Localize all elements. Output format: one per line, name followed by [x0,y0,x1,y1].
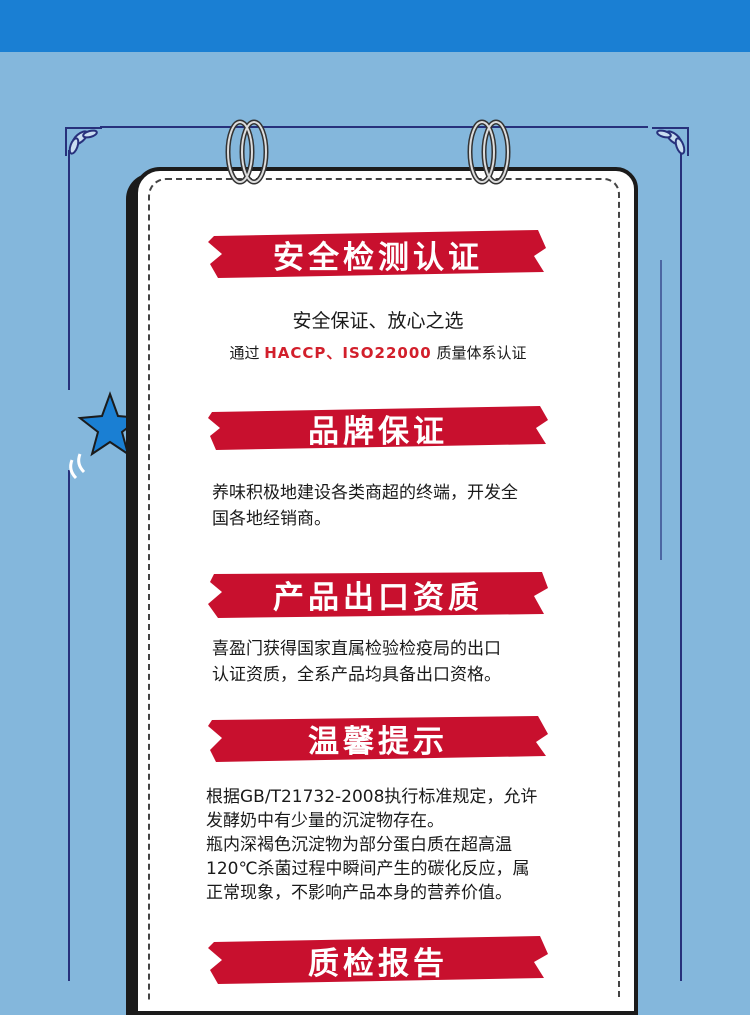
section-banner-brand: 品牌保证 [208,402,548,454]
tips-text-line: 120℃杀菌过程中瞬间产生的碳化反应，属 [206,859,530,879]
leaf-ornament-icon [652,127,689,156]
tips-text-line: 瓶内深褐色沉淀物为部分蛋白质在超高温 [206,835,512,855]
binder-ring-icon [467,119,511,185]
export-text-line: 喜盈门获得国家直属检验检疫局的出口 [212,639,501,659]
section-title: 质检报告 [308,945,448,982]
tips-text-line: 发酵奶中有少量的沉淀物存在。 [206,811,444,831]
brush-banner-shape [208,936,548,984]
binder-ring-icon [225,119,269,185]
section-title: 品牌保证 [308,413,448,450]
brand-text-line: 养味积极地建设各类商超的终端，开发全 [212,483,518,503]
brush-banner-shape [208,572,548,618]
cert-highlight: HACCP、ISO22000 [264,344,432,362]
export-text-line: 认证资质，全系产品均具备出口资格。 [212,665,501,685]
frame-left-line [68,150,70,390]
section-title: 安全检测认证 [273,239,483,276]
frame-right-line [680,150,682,981]
safety-cert-line: 通过 HACCP、ISO22000 质量体系认证 [180,340,576,366]
section-title: 温馨提示 [308,723,448,760]
cert-suffix: 质量体系认证 [431,344,527,362]
tips-text-line: 正常现象，不影响产品本身的营养价值。 [206,883,512,903]
tips-text-line: 根据GB/T21732-2008执行标准规定，允许 [206,787,538,807]
cert-prefix: 通过 [229,344,265,362]
notepad-dashed-border [148,178,620,1000]
frame-left-line-lower [68,470,70,981]
brush-banner-shape [208,406,548,450]
section-banner-report: 质检报告 [208,934,548,986]
brand-text-line: 国各地经销商。 [212,509,331,529]
top-color-band [0,0,750,52]
brush-banner-shape [208,716,548,762]
frame-right-line-inner [660,260,662,560]
star-icon [69,391,142,480]
section-banner-export: 产品出口资质 [208,568,548,620]
safety-subtitle: 安全保证、放心之选 [292,310,464,332]
leaf-ornament-icon [65,127,102,156]
brush-banner-shape [208,230,546,278]
section-banner-tips: 温馨提示 [208,712,548,764]
section-title: 产品出口资质 [273,579,483,616]
section-banner-safety: 安全检测认证 [208,228,548,280]
frame-top-line [100,126,648,128]
